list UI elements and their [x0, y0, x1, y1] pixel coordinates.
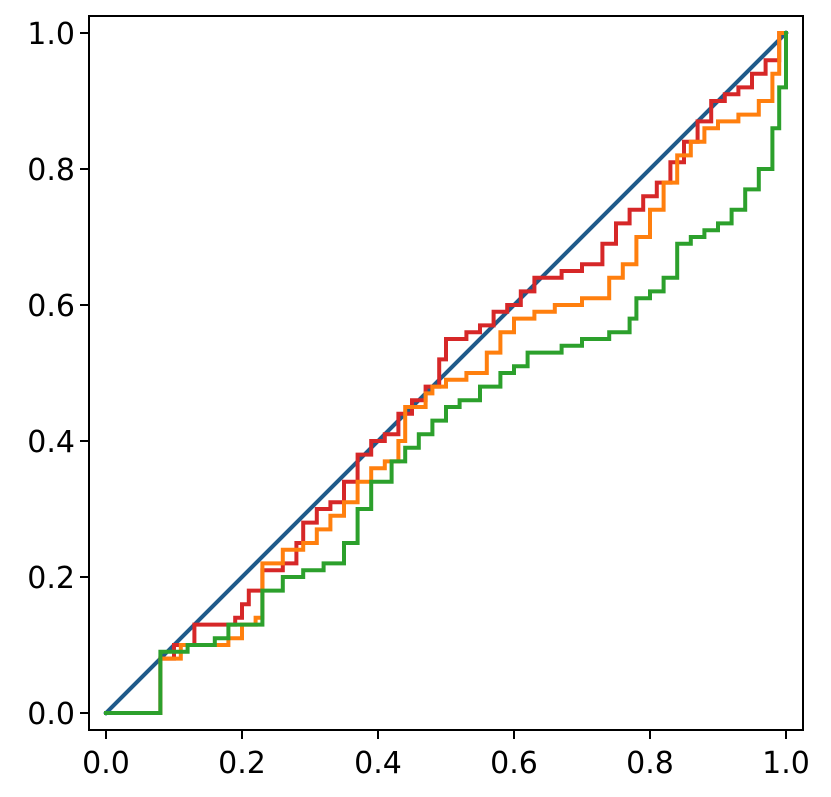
x-tick-label: 0.4 [354, 746, 402, 781]
x-tick-label: 0.8 [626, 746, 674, 781]
series-line-3 [104, 31, 788, 715]
y-tick-label: 0.2 [27, 561, 75, 596]
y-tick-label: 0.8 [27, 153, 75, 188]
series-line-4 [104, 31, 788, 715]
y-tick-label: 0.4 [27, 425, 75, 460]
x-tick-label: 0.2 [218, 746, 266, 781]
plot-frame [88, 15, 804, 731]
series-layer [103, 30, 789, 716]
x-tick-label: 1.0 [762, 746, 810, 781]
series-line-1 [103, 30, 789, 716]
ticks-layer: 0.0 0.2 0.4 0.6 0.8 1.0 0.0 0.2 0.4 0.6 0.8 1.0 [27, 17, 810, 781]
x-tick-label: 0.6 [490, 746, 538, 781]
y-tick-label: 0.6 [27, 289, 75, 324]
y-tick-label: 1.0 [27, 17, 75, 52]
x-tick-label: 0.0 [82, 746, 130, 781]
y-tick-label: 0.0 [27, 697, 75, 732]
